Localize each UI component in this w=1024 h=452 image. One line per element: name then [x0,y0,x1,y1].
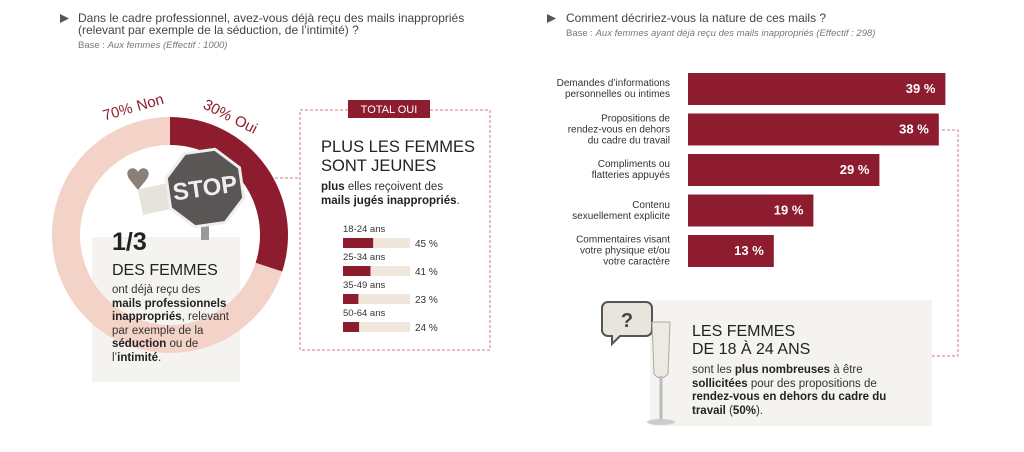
value-label: 13 % [734,243,764,258]
base-label: Base : [566,28,593,39]
base-value: Aux femmes ayant déjà reçu des mails ina… [595,28,876,39]
category-label: Commentaires visant votre physique et/ou… [576,234,670,268]
base: Base : Aux femmes (Effectif : 1000) [78,40,227,51]
bar [688,194,814,227]
category-label: Propositions de rendez-vous en dehors du… [567,113,670,146]
icon-heart [127,168,149,190]
text: pour des propositions de [747,377,877,390]
bold-text: 50% [732,404,756,417]
text: elles reçoivent des [344,181,444,193]
bold-text: mails jugés inappropriés [321,195,457,207]
icon-text: ? [621,310,633,332]
bar [688,113,939,146]
bold-text: plus nombreuses [734,364,831,376]
category-label: 35-49 ans [343,280,386,291]
text: . [158,351,162,364]
bold-text: mails professionnels inappropriés [112,297,227,324]
headline: DES FEMMES [112,262,218,279]
base-label: Base : [78,40,105,51]
bar [688,154,880,186]
icon-base [647,419,675,425]
bold-text: rendez-vous en dehors du cadre du travai… [692,391,887,417]
bold-text: plus [321,181,345,193]
category-label: 18-24 ans [343,224,386,235]
tag-box [348,100,430,118]
bar [343,322,360,332]
donut-slice [170,117,288,272]
body-text: sont les plus nombreuses à être sollicit… [692,364,917,418]
value-label: 19 % [774,203,804,218]
value-label: 38 % [899,122,929,137]
base-value: Aux femmes (Effectif : 1000) [107,40,228,51]
value-label: 45 % [415,239,438,250]
bar [343,294,359,304]
bar-track [343,294,410,304]
base: Base : Aux femmes ayant déjà reçu des ma… [566,28,875,39]
value-label: 24 % [415,323,438,334]
fraction: 1/3 [112,228,147,256]
bullet [60,14,69,23]
bar [343,266,371,276]
value-label: 39 % [906,81,936,96]
question-title: Comment décririez-vous la nature de ces … [566,11,827,25]
bar [343,238,374,248]
bar [688,73,946,105]
category-label: Compliments ou flatteries appuyés [591,159,670,181]
icon-stem [659,376,663,420]
bar-track [343,266,410,276]
text: ( [725,404,733,417]
bold-text: séduction [112,338,167,350]
category-label: Contenu sexuellement explicite [572,199,670,222]
category: Oui [232,112,261,138]
text: ). [755,404,763,417]
text: ou de l’ [112,338,199,364]
callout-box [650,300,932,426]
panel-title: PLUS LES FEMMES SONT JEUNES [321,138,476,175]
icon-glass [651,321,671,379]
question-title: Dans le cadre professionnel, avez-vous d… [78,11,465,37]
icon-stop [164,147,246,229]
icon-bubble [601,301,653,347]
icon-post [201,220,209,240]
value-label: 30% [200,96,234,125]
tag: TOTAL OUI [361,104,418,116]
connector [932,129,959,357]
bar-track [343,238,410,248]
category-label: 50-64 ans [343,308,386,319]
text: . [456,195,460,207]
headline: LES FEMMES DE 18 À 24 ANS [692,323,811,358]
text: ont déjà reçu des [112,284,201,296]
panel-subtitle: plus elles reçoivent des mails jugés ina… [321,180,471,208]
bold-text: intimité [117,351,159,364]
value-label: 29 % [840,162,870,177]
value-label: 70% [101,100,135,125]
text: sont les [692,364,735,376]
body-text: ont déjà reçu des mails professionnels i… [112,284,230,365]
text: à être [830,364,863,376]
bar [688,235,774,267]
value-label: 23 % [415,295,438,306]
category-label: Demandes d’informations personnelles ou … [556,78,670,100]
text: , relevant par exemple de la [112,311,229,337]
category-label: 25-34 ans [343,252,386,263]
bar-track [343,322,410,332]
bold-text: sollicitées [692,377,748,390]
value-label: 41 % [415,267,438,278]
category: Non [135,91,166,115]
bullet [547,14,556,23]
